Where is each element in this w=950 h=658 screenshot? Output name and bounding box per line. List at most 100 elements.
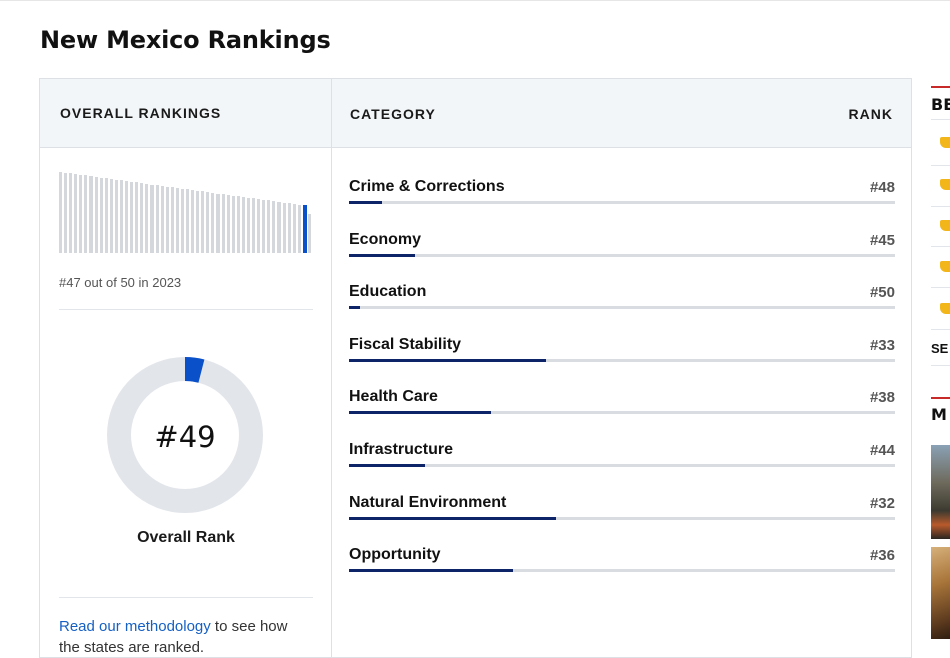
history-bar xyxy=(109,178,113,253)
history-bar xyxy=(292,203,296,253)
category-name[interactable]: Opportunity xyxy=(349,546,441,564)
category-bar-fill xyxy=(349,201,382,204)
history-bar xyxy=(282,202,286,253)
category-row[interactable]: Natural Environment #32 xyxy=(349,494,895,534)
history-bar xyxy=(206,192,210,253)
sidebar-see-all-link[interactable]: SE xyxy=(931,341,949,356)
history-bar xyxy=(140,183,144,253)
category-bar-fill xyxy=(349,253,415,257)
category-header: CATEGORY xyxy=(350,106,436,122)
category-name[interactable]: Economy xyxy=(349,230,422,248)
donut-segment xyxy=(184,357,205,383)
overall-rank-donut xyxy=(107,357,263,513)
history-bar xyxy=(267,200,271,253)
category-name[interactable]: Natural Environment xyxy=(349,493,507,511)
column-divider xyxy=(331,79,332,657)
history-bar xyxy=(145,183,149,253)
history-bar xyxy=(287,203,291,253)
history-bar xyxy=(160,185,164,253)
panel-header xyxy=(40,79,911,148)
sidebar-thumbnail[interactable] xyxy=(931,547,950,639)
category-rank: #50 xyxy=(869,284,895,302)
sidebar-accent xyxy=(931,86,950,88)
category-rank: #45 xyxy=(869,231,895,249)
sidebar-divider xyxy=(931,246,950,247)
sidebar-thumbnail[interactable] xyxy=(931,445,950,539)
history-bar xyxy=(64,172,68,253)
category-rank: #38 xyxy=(869,389,895,407)
category-name[interactable]: Fiscal Stability xyxy=(349,335,462,353)
category-bar-track xyxy=(349,569,895,573)
category-bar-fill xyxy=(349,306,360,310)
category-row[interactable]: Crime & Corrections #48 xyxy=(349,178,895,218)
page-title: New Mexico Rankings xyxy=(40,26,331,54)
category-rank: #48 xyxy=(869,179,895,196)
history-bar xyxy=(74,174,78,253)
methodology-text: to see how xyxy=(210,618,288,635)
history-bar xyxy=(277,201,281,253)
category-row[interactable]: Opportunity #36 xyxy=(349,546,895,586)
history-bar xyxy=(246,197,251,253)
divider xyxy=(59,309,313,310)
category-row[interactable]: Economy #45 xyxy=(349,231,895,271)
history-bar xyxy=(226,194,230,253)
history-bar xyxy=(135,182,139,253)
history-bar xyxy=(252,198,256,253)
history-bar xyxy=(99,177,103,253)
methodology-note: Read our methodology to see how the stat… xyxy=(59,618,287,656)
category-bar-track xyxy=(349,516,895,520)
category-row[interactable]: Infrastructure #44 xyxy=(349,441,895,481)
history-bar xyxy=(79,174,83,253)
category-row[interactable]: Fiscal Stability #33 xyxy=(349,336,895,376)
sidebar-divider xyxy=(931,119,950,120)
history-bar xyxy=(257,199,261,253)
sidebar-divider xyxy=(931,165,950,166)
category-name[interactable]: Health Care xyxy=(349,388,438,406)
history-bar xyxy=(165,186,169,253)
category-bar-track xyxy=(349,358,895,362)
folder-icon xyxy=(940,261,950,272)
sidebar-divider xyxy=(931,329,950,330)
history-bar xyxy=(272,201,276,253)
methodology-text-line2: the states are ranked. xyxy=(59,639,205,656)
sidebar-divider xyxy=(931,365,950,366)
history-bar xyxy=(180,188,184,253)
history-bar xyxy=(84,175,88,253)
history-bar xyxy=(175,187,179,253)
history-bar xyxy=(191,190,195,253)
history-bar xyxy=(236,196,240,253)
category-name[interactable]: Education xyxy=(349,283,427,301)
history-bar xyxy=(94,176,98,253)
history-bar xyxy=(155,185,159,253)
history-bar xyxy=(262,199,266,253)
category-row[interactable]: Education #50 xyxy=(349,283,895,323)
folder-icon xyxy=(940,220,950,231)
history-bar xyxy=(89,176,93,253)
category-bar-fill xyxy=(349,464,426,467)
rank-header: RANK xyxy=(848,106,893,122)
category-bar-fill xyxy=(349,516,557,520)
category-name[interactable]: Crime & Corrections xyxy=(349,178,505,195)
category-bar-fill xyxy=(349,411,491,415)
category-bar-track xyxy=(349,201,895,204)
category-rank: #44 xyxy=(869,442,895,459)
history-bar xyxy=(241,196,245,253)
category-row[interactable]: Health Care #38 xyxy=(349,388,895,428)
history-bar xyxy=(170,187,174,253)
history-bar xyxy=(302,205,308,253)
history-bar xyxy=(216,193,220,253)
category-name[interactable]: Infrastructure xyxy=(349,441,454,458)
category-rank: #32 xyxy=(869,494,895,512)
history-bar xyxy=(307,214,311,253)
history-bar xyxy=(59,172,63,253)
folder-icon xyxy=(940,179,950,190)
divider xyxy=(59,597,313,598)
history-bar xyxy=(119,180,124,253)
sidebar-heading: BE xyxy=(931,95,950,114)
overall-rankings-header: OVERALL RANKINGS xyxy=(60,105,222,121)
history-bar xyxy=(69,173,73,253)
category-bar-track xyxy=(349,464,895,467)
category-rank: #36 xyxy=(869,547,895,565)
history-bar xyxy=(211,192,215,253)
methodology-link[interactable]: Read our methodology xyxy=(59,618,211,635)
